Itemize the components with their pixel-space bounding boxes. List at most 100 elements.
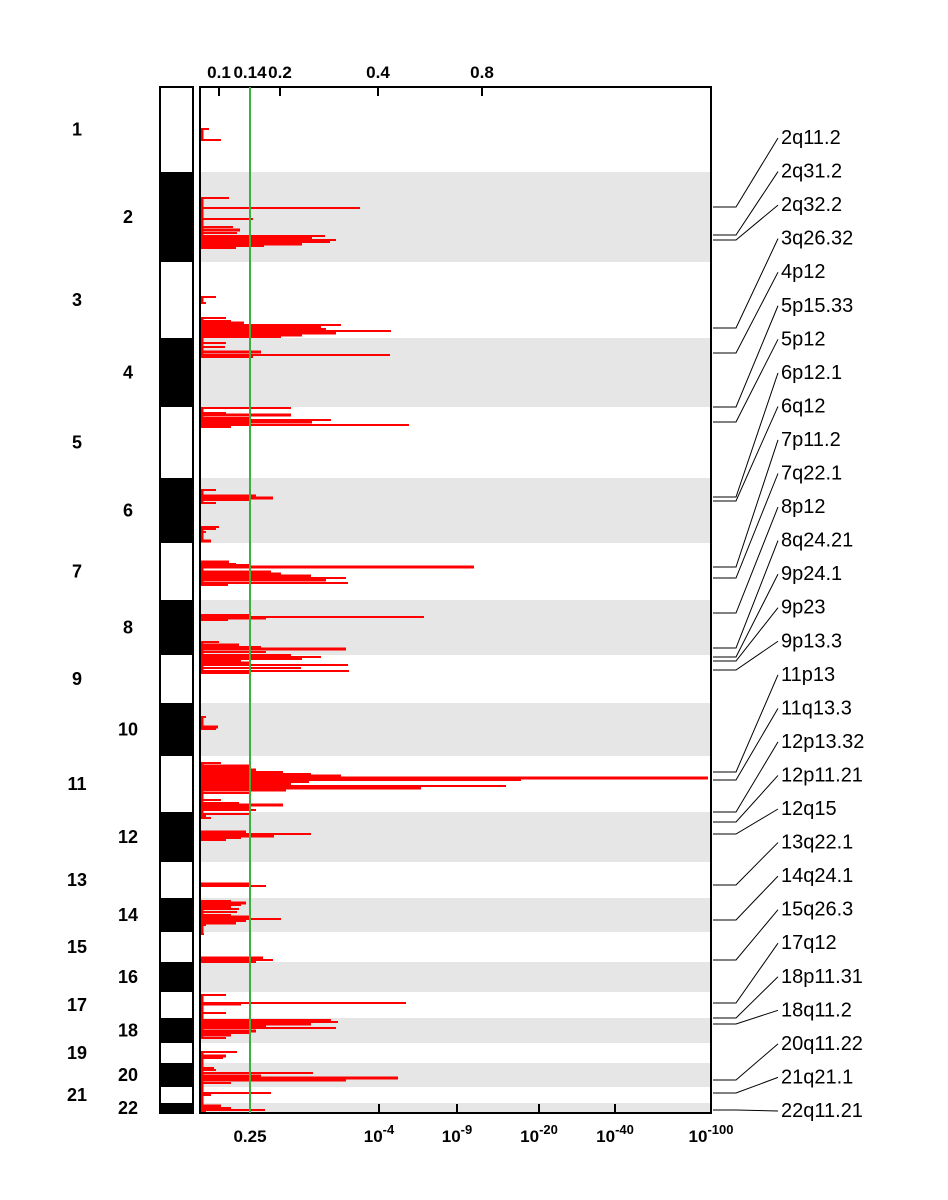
chromosome-label: 6 (123, 501, 133, 521)
chromosome-label: 3 (72, 290, 82, 310)
tick-exponent: -4 (383, 1122, 395, 1137)
peak-cytoband-label: 5p12 (781, 328, 826, 350)
bottom-axis-tick-label: 10-100 (689, 1122, 734, 1146)
bottom-axis-tick-label: 10-4 (364, 1122, 395, 1146)
ideogram-band (160, 478, 193, 543)
chromosome-band-shade (200, 478, 711, 543)
bottom-axis-tick-label: 10-9 (442, 1122, 472, 1146)
peak-leader-line (713, 271, 779, 354)
chromosome-label: 10 (118, 720, 138, 740)
chromosome-band-shade (200, 338, 711, 407)
peak-leader-line (713, 1076, 779, 1094)
peak-cytoband-label: 2q32.2 (781, 194, 842, 216)
tick-mantissa: 10 (596, 1127, 615, 1146)
peak-cytoband-label: 11p13 (781, 664, 835, 686)
peak-cytoband-label: 8q24.21 (781, 530, 853, 552)
ideogram-band (160, 1018, 193, 1043)
tick-exponent: -20 (539, 1122, 558, 1137)
peak-cytoband-label: 20q11.22 (781, 1033, 863, 1055)
peak-cytoband-label: 8p12 (781, 496, 826, 518)
chromosome-label: 1 (72, 120, 82, 140)
chromosome-label: 18 (118, 1021, 138, 1041)
chromosome-band-shade (200, 812, 711, 862)
peak-cytoband-label: 5p15.33 (781, 295, 853, 317)
bottom-axis-tick-label: 0.25 (233, 1127, 266, 1146)
chromosome-label: 14 (118, 905, 138, 925)
chromosome-label: 22 (118, 1098, 138, 1118)
chromosome-band-shade (200, 1103, 711, 1113)
tick-mantissa: 10 (689, 1127, 708, 1146)
peak-leader-line (713, 808, 779, 835)
peak-cytoband-label: 22q11.21 (781, 1100, 863, 1122)
chromosome-label: 9 (72, 669, 82, 689)
chromosome-label: 2 (123, 207, 133, 227)
peak-leader-line (713, 741, 779, 813)
chromosome-label: 16 (118, 967, 138, 987)
chromosome-label: 11 (67, 774, 86, 794)
peak-leader-line (713, 674, 779, 773)
peak-leader-line (713, 1009, 779, 1025)
top-axis-tick-label: 0.8 (470, 63, 494, 82)
peak-leader-line (713, 540, 779, 649)
peak-cytoband-label: 13q22.1 (781, 832, 853, 854)
peak-cytoband-label: 12p13.32 (781, 731, 864, 753)
chromosome-label: 5 (72, 433, 82, 453)
peak-cytoband-label: 2q11.2 (781, 127, 841, 149)
top-axis-tick-label: 0.14 (233, 63, 267, 82)
peak-leader-line (713, 1043, 779, 1081)
bottom-axis-tick-label: 10-40 (596, 1122, 634, 1146)
peak-leader-line (713, 875, 779, 921)
chromosome-band-shade (200, 703, 711, 756)
tick-exponent: -100 (707, 1122, 733, 1137)
ideogram-band (160, 812, 193, 862)
peak-leader-line (713, 372, 779, 498)
peak-cytoband-label: 14q24.1 (781, 865, 853, 887)
ideogram-band (160, 703, 193, 756)
peak-leader-line (713, 842, 779, 886)
peak-leader-line (713, 573, 779, 658)
chromosome-label: 15 (67, 937, 87, 957)
peak-leader-line (713, 137, 779, 208)
peak-cytoband-label: 9p13.3 (781, 630, 842, 652)
tick-exponent: -40 (615, 1122, 634, 1137)
ideogram-band (160, 600, 193, 655)
chromosome-label: 21 (67, 1085, 87, 1105)
peak-leader-line (713, 406, 779, 502)
peak-cytoband-label: 9p23 (781, 597, 826, 619)
peak-leader-line (713, 305, 779, 408)
peak-cytoband-label: 12q15 (781, 798, 837, 820)
chromosome-label: 13 (67, 870, 87, 890)
chromosome-label: 19 (67, 1043, 87, 1063)
peak-cytoband-label: 3q26.32 (781, 228, 853, 250)
tick-mantissa: 10 (442, 1127, 461, 1146)
chromosome-band-shade (200, 172, 711, 262)
peak-leader-line (713, 1109, 779, 1112)
chromosome-label: 4 (123, 363, 133, 383)
peak-cytoband-label: 18p11.31 (781, 966, 863, 988)
peak-leader-line (713, 506, 779, 614)
tick-mantissa: 0.25 (233, 1127, 266, 1146)
ideogram-band (160, 338, 193, 407)
peak-leader-line (713, 339, 779, 423)
top-axis-tick-label: 0.2 (268, 63, 292, 82)
peak-cytoband-label: 7p11.2 (781, 429, 841, 451)
chromosome-label: 20 (118, 1065, 138, 1085)
tick-mantissa: 10 (364, 1127, 383, 1146)
tick-exponent: -9 (461, 1122, 473, 1137)
peak-leader-line (713, 238, 779, 329)
peak-leader-line (713, 708, 779, 781)
peak-cytoband-label: 9p24.1 (781, 563, 842, 585)
chromosome-label: 12 (118, 827, 138, 847)
ideogram-band (160, 898, 193, 932)
peak-leader-line (713, 640, 779, 671)
peak-leader-line (713, 607, 779, 662)
peak-leader-line (713, 976, 779, 1019)
chromosome-label: 17 (67, 995, 87, 1015)
chromosome-band-shade (200, 600, 711, 655)
peak-leader-line (713, 439, 779, 568)
chromosome-label: 7 (72, 562, 82, 582)
peak-cytoband-label: 12p11.21 (781, 764, 863, 786)
ideogram-band (160, 962, 193, 992)
